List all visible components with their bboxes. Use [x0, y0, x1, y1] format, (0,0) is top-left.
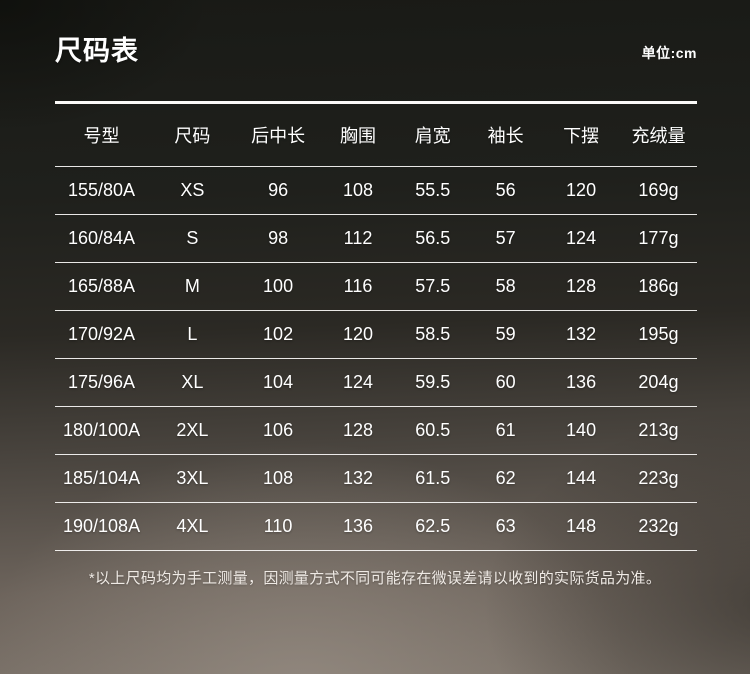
table-cell: 3XL	[176, 468, 209, 488]
table-cell: 2XL	[176, 420, 209, 440]
page-header: 尺码表 单位:cm	[0, 0, 750, 66]
table-row: 170/92A L 102 120 58.5 59 132 195g	[55, 311, 697, 359]
table-cell: 100	[263, 276, 294, 296]
table-cell: 132	[566, 324, 597, 344]
table-cell: 62.5	[415, 516, 451, 536]
table-cell: 56.5	[415, 228, 451, 248]
table-cell: 102	[263, 324, 294, 344]
table-cell: 124	[566, 228, 597, 248]
column-header-7: 充绒量	[631, 126, 686, 146]
table-cell: 108	[342, 180, 374, 200]
table-cell: 148	[566, 516, 597, 536]
table-cell: 175/96A	[68, 372, 136, 392]
table-cell: 58.5	[415, 324, 451, 344]
table-row: 180/100A 2XL 106 128 60.5 61 140 213g	[55, 407, 697, 455]
column-header-1: 尺码	[174, 126, 211, 146]
page-title: 尺码表	[55, 36, 139, 66]
size-chart-page: 尺码表 单位:cm 号型 尺码 后中长 胸围 肩宽 袖长 下摆 充绒量 155/80A XS 96…	[0, 0, 750, 587]
size-table-grid: 号型 尺码 后中长 胸围 肩宽 袖长 下摆 充绒量 155/80A XS 96 108 55.5 56 1…	[55, 101, 697, 551]
table-row: 165/88A M 100 116 57.5 58 128 186g	[55, 263, 697, 311]
table-cell: 58	[495, 276, 516, 296]
table-cell: XL	[181, 372, 204, 392]
table-cell: 120	[342, 324, 374, 344]
table-cell: M	[184, 276, 200, 296]
table-cell: 63	[495, 516, 516, 536]
table-cell: 128	[566, 276, 597, 296]
table-cell: 61.5	[415, 468, 451, 488]
table-cell: 61	[495, 420, 516, 440]
table-cell: S	[186, 228, 199, 248]
header-row: 号型 尺码 后中长 胸围 肩宽 袖长 下摆 充绒量	[55, 103, 697, 167]
table-cell: 165/88A	[68, 276, 136, 296]
table-cell: 60	[495, 372, 516, 392]
table-cell: 144	[566, 468, 597, 488]
table-cell: 116	[343, 276, 373, 296]
table-cell: 213g	[638, 420, 679, 440]
table-cell: 96	[268, 180, 289, 200]
table-cell: 55.5	[415, 180, 451, 200]
table-cell: 120	[566, 180, 597, 200]
table-row: 175/96A XL 104 124 59.5 60 136 204g	[55, 359, 697, 407]
table-cell: 110	[263, 516, 293, 536]
column-header-3: 胸围	[340, 126, 376, 146]
table-cell: 204g	[638, 372, 679, 392]
table-cell: 56	[495, 180, 516, 200]
table-cell: 104	[263, 372, 294, 392]
table-cell: 180/100A	[63, 420, 141, 440]
table-cell: 136	[342, 516, 374, 536]
column-header-4: 肩宽	[414, 126, 451, 146]
table-cell: 177g	[638, 228, 679, 248]
table-cell: 155/80A	[68, 180, 136, 200]
table-cell: 108	[263, 468, 294, 488]
table-cell: L	[187, 324, 198, 344]
table-cell: 170/92A	[68, 324, 136, 344]
table-cell: 186g	[638, 276, 679, 296]
table-cell: 4XL	[176, 516, 209, 536]
table-cell: 128	[342, 420, 374, 440]
table-cell: 190/108A	[63, 516, 141, 536]
table-cell: 136	[566, 372, 597, 392]
column-header-6: 下摆	[563, 126, 600, 146]
table-cell: 106	[263, 420, 294, 440]
size-table: 号型 尺码 后中长 胸围 肩宽 袖长 下摆 充绒量 155/80A XS 96 108 55.5 56 1…	[55, 101, 697, 551]
table-cell: 160/84A	[68, 228, 136, 248]
table-cell: 223g	[638, 468, 679, 488]
column-header-0: 号型	[83, 126, 120, 146]
table-cell: 98	[268, 228, 289, 248]
table-cell: 132	[342, 468, 374, 488]
table-cell: 57.5	[415, 276, 451, 296]
table-body: 155/80A XS 96 108 55.5 56 120 169g 160/84A S 98 112…	[55, 167, 697, 551]
table-row: 160/84A S 98 112 56.5 57 124 177g	[55, 215, 697, 263]
table-cell: 169g	[638, 180, 679, 200]
table-row: 155/80A XS 96 108 55.5 56 120 169g	[55, 167, 697, 215]
table-cell: 140	[566, 420, 597, 440]
footnote: *以上尺码均为手工测量，因测量方式不同可能存在微误差请以收到的实际货品为准。	[88, 570, 662, 587]
table-cell: 232g	[638, 516, 679, 536]
unit-label: 单位:cm	[641, 45, 697, 61]
table-cell: 62	[495, 468, 516, 488]
table-cell: XS	[180, 180, 205, 200]
table-cell: 112	[343, 228, 373, 248]
column-header-2: 后中长	[251, 126, 306, 146]
table-row: 190/108A 4XL 110 136 62.5 63 148 232g	[55, 503, 697, 551]
table-cell: 57	[495, 228, 516, 248]
table-cell: 59	[495, 324, 516, 344]
table-cell: 195g	[638, 324, 679, 344]
column-header-5: 袖长	[487, 126, 524, 146]
table-cell: 185/104A	[63, 468, 141, 488]
table-row: 185/104A 3XL 108 132 61.5 62 144 223g	[55, 455, 697, 503]
table-cell: 59.5	[415, 372, 451, 392]
table-cell: 60.5	[415, 420, 451, 440]
table-header: 号型 尺码 后中长 胸围 肩宽 袖长 下摆 充绒量	[55, 103, 697, 167]
table-cell: 124	[342, 372, 374, 392]
